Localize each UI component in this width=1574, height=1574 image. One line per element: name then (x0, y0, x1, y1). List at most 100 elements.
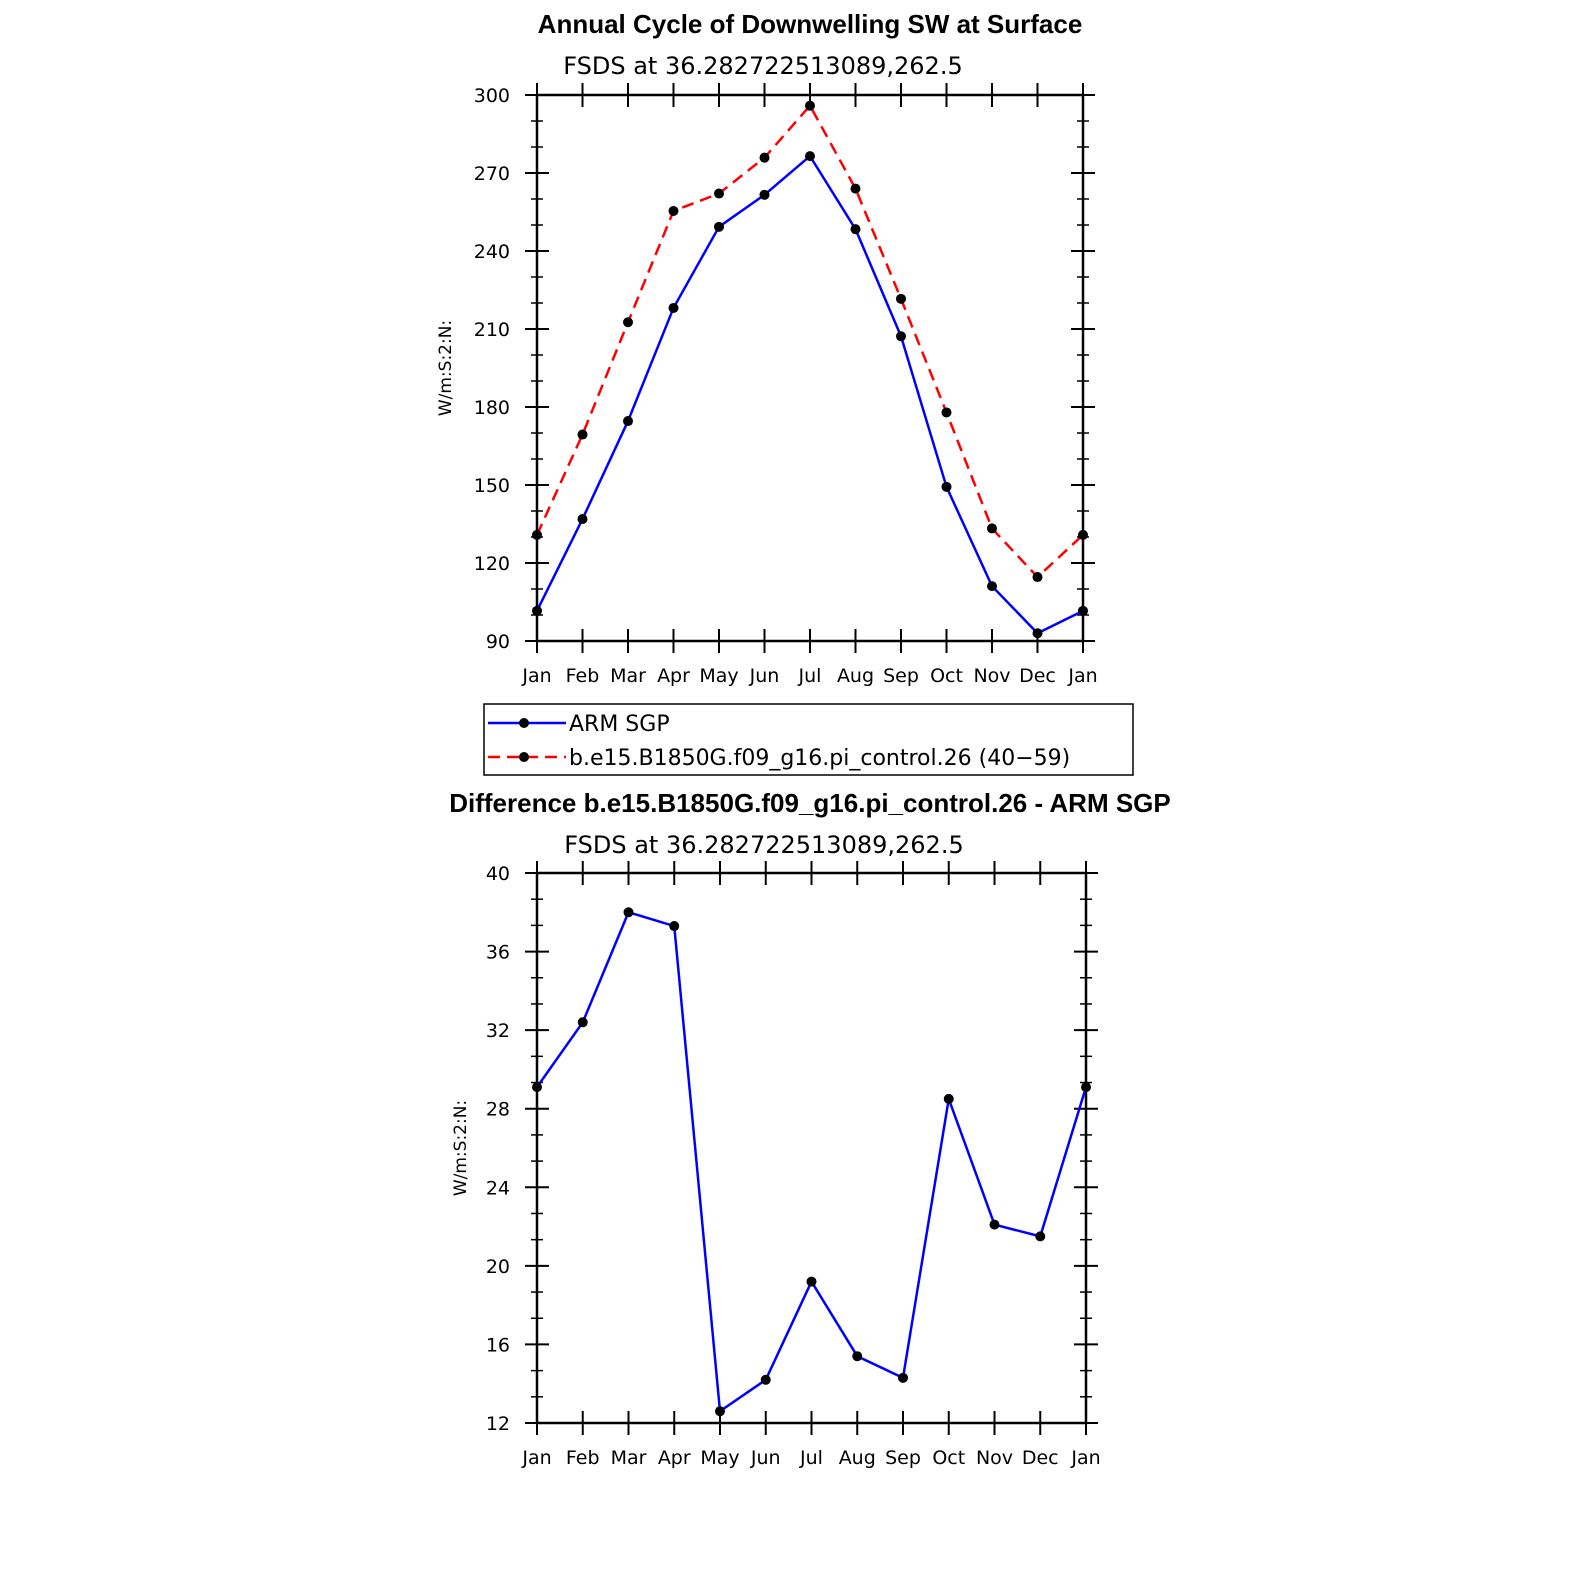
x-tick-label: Jun (749, 665, 780, 687)
x-tick-label: Mar (610, 665, 646, 687)
x-tick-label: Aug (837, 665, 874, 687)
y-tick-label: 90 (486, 631, 510, 653)
series-0-point (943, 1093, 954, 1104)
x-tick-label: Aug (839, 1447, 876, 1469)
series-0-point (805, 151, 815, 162)
x-tick-label: Feb (566, 665, 600, 687)
x-tick-label: Oct (932, 1447, 965, 1469)
y-tick-label: 12 (486, 1413, 510, 1435)
x-tick-label: Sep (883, 665, 919, 687)
y-tick-label: 270 (474, 163, 510, 185)
series-0-point (577, 514, 588, 525)
series-1-point (668, 205, 679, 216)
x-tick-label: Apr (657, 665, 690, 687)
chart-title: Annual Cycle of Downwelling SW at Surfac… (538, 9, 1083, 39)
y-axis-label: W/m:S:2:N: (451, 1100, 471, 1196)
series-0-point (532, 1082, 542, 1093)
series-0-point (1078, 605, 1088, 616)
series-0-point (714, 221, 724, 232)
plot-frame (535, 871, 1088, 1425)
x-tick-label: Jul (799, 1447, 823, 1469)
x-tick-label: Dec (1019, 665, 1056, 687)
y-tick-label: 32 (486, 1020, 510, 1042)
x-tick-label: Mar (611, 1447, 647, 1469)
y-tick-label: 20 (486, 1256, 510, 1278)
series-1-point (987, 523, 997, 534)
series-line-0 (535, 911, 1088, 1413)
x-tick-label: Jun (750, 1447, 781, 1469)
x-tick-label: May (699, 665, 738, 687)
x-tick-label: Feb (566, 1447, 600, 1469)
x-tick-label: Jul (798, 665, 822, 687)
series-0-point (715, 1406, 725, 1417)
y-tick-label: 16 (486, 1334, 510, 1356)
x-tick-label: Jan (1067, 665, 1097, 687)
y-tick-label: 40 (486, 863, 510, 885)
series-0-point (668, 302, 679, 313)
series-0-point (577, 1017, 588, 1028)
y-tick-label: 180 (474, 397, 510, 419)
annual-cycle-chart: Annual Cycle of Downwelling SW at Surfac… (436, 9, 1098, 687)
chart-subtitle: FSDS at 36.282722513089,262.5 (563, 52, 962, 80)
series-1-point (1032, 572, 1043, 583)
x-tick-label: Sep (885, 1447, 921, 1469)
x-tick-label: Jan (1070, 1447, 1100, 1469)
y-tick-label: 210 (474, 319, 510, 341)
y-tick-label: 240 (474, 241, 510, 263)
y-tick-label: 120 (474, 553, 510, 575)
x-tick-label: Nov (973, 665, 1010, 687)
series-0-point (806, 1276, 817, 1287)
x-tick-label: Dec (1022, 1447, 1059, 1469)
y-tick-label: 300 (474, 85, 510, 107)
series-0-point (623, 416, 633, 427)
series-0-point (669, 921, 680, 932)
series-0-point (850, 224, 861, 235)
legend-box (483, 703, 1134, 776)
series-0-point (989, 1219, 1000, 1230)
y-axis-label: W/m:S:2:N: (436, 320, 456, 416)
series-0-point (1032, 628, 1043, 639)
x-tick-label: Apr (658, 1447, 691, 1469)
y-tick-label: 36 (486, 942, 510, 964)
x-tick-label: Jan (521, 1447, 551, 1469)
series-0-point (987, 581, 997, 592)
series-0-point (532, 605, 542, 616)
series-1-point (759, 152, 770, 163)
series-1-point (623, 317, 633, 328)
series-1-point (941, 407, 952, 418)
series-1-point (532, 529, 542, 540)
series-1-point (714, 188, 724, 199)
legend-label-arm-sgp: ARM SGP (569, 712, 670, 737)
series-1-point (850, 183, 861, 194)
series-1-point (577, 429, 588, 440)
series-line-0 (535, 154, 1084, 635)
series-0-point (1035, 1231, 1046, 1242)
x-tick-label: Nov (976, 1447, 1013, 1469)
legend-marker-model (519, 752, 529, 762)
chart-subtitle: FSDS at 36.282722513089,262.5 (564, 831, 963, 859)
x-tick-label: Jan (521, 665, 551, 687)
series-0-point (941, 481, 952, 492)
x-tick-label: May (700, 1447, 739, 1469)
plot-frame (535, 93, 1085, 643)
series-line-1 (535, 104, 1084, 579)
series-1-point (896, 293, 906, 304)
series-1-point (1078, 529, 1088, 540)
y-tick-label: 28 (486, 1099, 510, 1121)
series-0-point (759, 189, 770, 200)
legend-label-model: b.e15.B1850G.f09_g16.pi_control.26 (40−5… (569, 746, 1070, 771)
series-0-point (623, 907, 634, 918)
series-0-point (760, 1374, 771, 1385)
x-tick-label: Oct (930, 665, 963, 687)
series-0-point (896, 331, 906, 342)
legend-marker-arm-sgp (519, 718, 529, 728)
series-0-point (1081, 1082, 1091, 1093)
y-tick-label: 24 (486, 1177, 510, 1199)
legend: ARM SGP b.e15.B1850G.f09_g16.pi_control.… (483, 703, 1134, 776)
series-0-point (898, 1372, 908, 1383)
series-0-point (852, 1351, 863, 1362)
y-tick-label: 150 (474, 475, 510, 497)
chart-title: Difference b.e15.B1850G.f09_g16.pi_contr… (449, 788, 1171, 818)
difference-chart: Difference b.e15.B1850G.f09_g16.pi_contr… (449, 788, 1171, 1469)
